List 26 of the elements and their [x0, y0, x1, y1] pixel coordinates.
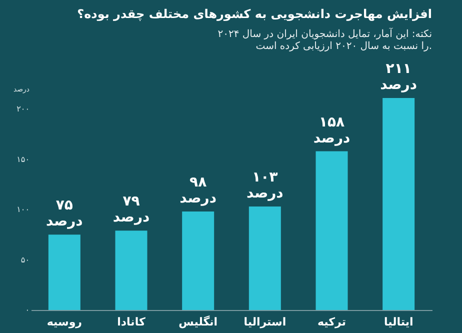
y-tick-label: ۱۰۰ — [16, 205, 30, 214]
x-tick-label: انگلیس — [178, 316, 218, 328]
bar — [248, 206, 281, 310]
y-tick-label: ۱۵۰ — [16, 154, 30, 164]
y-tick-label: ۲۰۰ — [16, 104, 30, 114]
bar — [115, 230, 148, 310]
data-label: ۹۸ درصد — [180, 174, 217, 207]
x-tick-label: کانادا — [117, 316, 146, 328]
bar — [48, 234, 80, 310]
data-label: ۷۵ درصد — [46, 198, 83, 230]
bar — [182, 212, 214, 310]
data-label: ۱۰۳ درصد — [246, 170, 284, 202]
bar — [316, 151, 348, 310]
x-tick-label: استرالیا — [244, 316, 286, 328]
y-tick-label: ۵۰ — [20, 255, 30, 264]
data-label: ۷۹ درصد — [112, 194, 150, 226]
y-tick-label: ۰ — [25, 306, 30, 314]
x-tick-label: ترکیه — [317, 316, 346, 328]
text: را نسبت به سال ۲۰۲۰ ارزیابی کرده است. — [256, 41, 432, 52]
x-tick-label: ایتالیا — [384, 316, 414, 328]
bar — [382, 98, 415, 310]
data-label: ۲۱۱ درصد — [380, 61, 418, 93]
x-tick-label: روسیه — [46, 316, 82, 328]
chart-title: افزایش مهاجرت دانشجویی به کشورهای مختلف چقدر بوده؟ — [77, 7, 432, 21]
data-label: ۱۵۸ درصد — [313, 114, 350, 146]
text: نکته: این آمار، تمایل دانشجویان ایران در سال ۲۰۲۴ — [218, 29, 432, 40]
